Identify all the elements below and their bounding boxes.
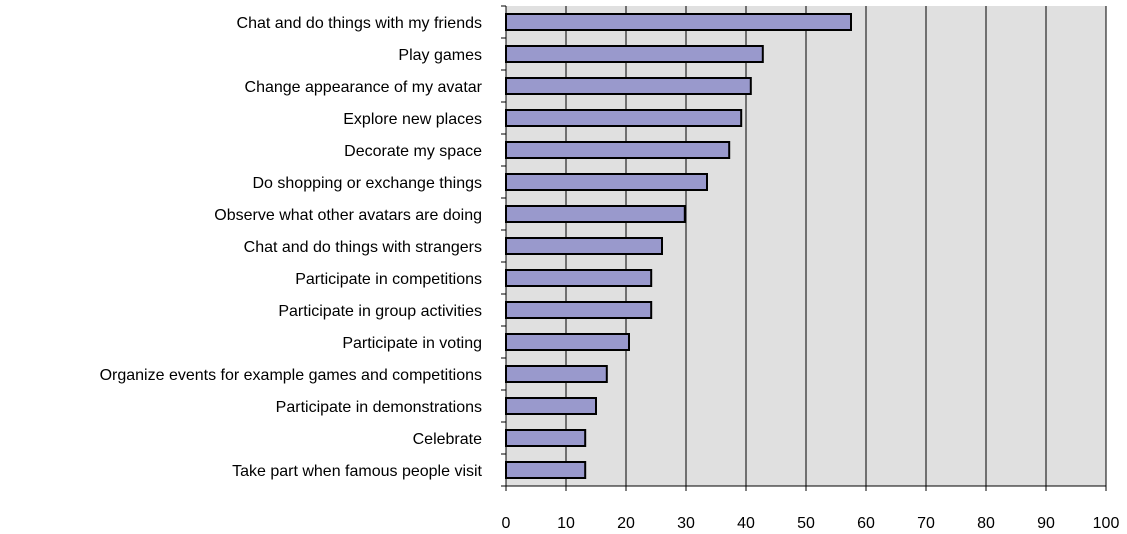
bar <box>505 173 708 191</box>
x-tick-label: 20 <box>617 515 635 532</box>
bar <box>505 13 852 31</box>
category-labels: Chat and do things with my friends Play g… <box>100 15 483 480</box>
bars <box>505 13 852 479</box>
category-label: Do shopping or exchange things <box>253 175 483 192</box>
bar <box>505 45 764 63</box>
x-tick-label: 60 <box>857 515 875 532</box>
bar <box>505 205 686 223</box>
category-label: Participate in demonstrations <box>276 399 482 416</box>
category-label: Participate in voting <box>342 335 482 352</box>
category-label: Celebrate <box>413 431 482 448</box>
x-axis-tick-labels: 0 10 20 30 40 50 60 70 80 90 100 <box>502 515 1120 532</box>
x-tick-label: 100 <box>1093 515 1120 532</box>
bar <box>505 461 587 479</box>
category-label: Decorate my space <box>344 143 482 160</box>
x-tick-label: 0 <box>502 515 511 532</box>
bar <box>505 237 663 255</box>
bar <box>505 333 630 351</box>
x-tick-label: 40 <box>737 515 755 532</box>
x-tick-label: 30 <box>677 515 695 532</box>
category-label: Participate in competitions <box>295 271 482 288</box>
bar <box>505 109 743 127</box>
category-label: Observe what other avatars are doing <box>214 207 482 224</box>
bar <box>505 301 653 319</box>
bar <box>505 269 653 287</box>
category-label: Play games <box>398 47 482 64</box>
x-tick-label: 80 <box>977 515 995 532</box>
category-label: Chat and do things with my friends <box>237 15 482 32</box>
category-label: Chat and do things with strangers <box>244 239 482 256</box>
category-label: Explore new places <box>343 111 482 128</box>
category-label: Participate in group activities <box>278 303 482 320</box>
category-label: Take part when famous people visit <box>232 463 482 480</box>
bar <box>505 365 608 383</box>
x-tick-label: 50 <box>797 515 815 532</box>
y-axis-ticks <box>501 5 506 487</box>
bar <box>505 77 752 95</box>
bar <box>505 429 587 447</box>
x-axis-ticks <box>505 486 1107 491</box>
bar <box>505 397 597 415</box>
x-tick-label: 70 <box>917 515 935 532</box>
x-tick-label: 10 <box>557 515 575 532</box>
x-tick-label: 90 <box>1037 515 1055 532</box>
bar <box>505 141 731 159</box>
category-label: Change appearance of my avatar <box>245 79 483 96</box>
category-label: Organize events for example games and co… <box>100 367 482 384</box>
